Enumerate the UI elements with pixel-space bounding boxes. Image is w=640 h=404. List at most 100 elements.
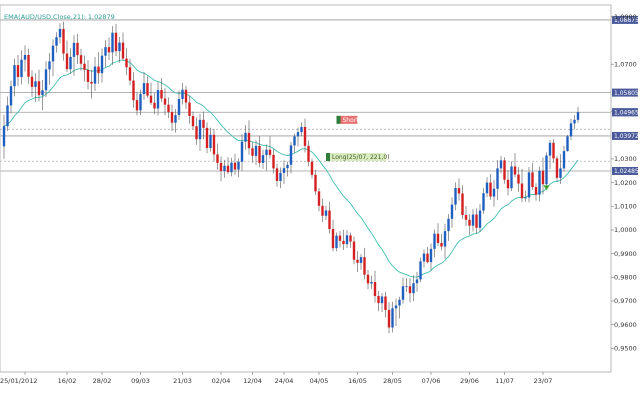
candle-body [282,168,286,173]
candle-body [496,168,499,189]
candle-body [321,205,324,216]
candle-body [352,241,356,260]
candle-body [104,47,107,56]
candle-body [121,42,125,59]
candle-body [275,168,279,181]
candle-body [167,104,170,113]
candle-body [475,214,478,228]
annotations-layer: Short Long(25/07, 221,0) [326,115,550,191]
candle-body [478,210,482,228]
candle-body [314,174,317,192]
candle-body [100,55,104,74]
candle-body [405,286,408,288]
candle-body [461,193,464,216]
x-tick-label: 12/04 [243,377,262,385]
candle-body [142,83,146,95]
candle-body [58,28,62,38]
candle-body [79,55,83,64]
candle-body [114,32,118,52]
candle-body [237,161,240,170]
y-tick-label: 1,0300 [614,155,637,163]
candles-layer [2,21,580,334]
candle-body [125,58,128,68]
candle-body [573,119,576,124]
candle-body [527,172,531,198]
candle-body [370,282,373,284]
y-axis: 1,09001,07001,05001,03001,02001,01001,00… [611,13,639,353]
y-tick-label: 0,9500 [614,345,637,353]
y-tick-label: 1,0900 [614,13,637,21]
candle-body [440,242,443,247]
candle-body [464,215,468,220]
candle-body [559,168,562,178]
candle-body [72,42,76,57]
x-tick-label: 09/03 [131,377,150,385]
candle-body [286,164,289,169]
candle-body [258,145,261,163]
candle-body [93,66,97,84]
candle-body [139,94,142,111]
candle-body [233,162,237,170]
candle-body [552,142,555,159]
candle-body [202,119,205,128]
candle-body [373,282,377,296]
x-tick-label: 16/05 [348,377,367,385]
candle-body [576,112,580,120]
candle-body [6,105,9,127]
candle-body [48,61,51,70]
candle-body [419,261,422,280]
candle-body [44,69,48,91]
candle-body [380,296,384,304]
candle-body [219,162,223,171]
y-tick-label: 0,9600 [614,321,637,329]
candle-body [450,204,454,219]
candle-body [345,235,349,245]
candle-body [457,188,461,194]
candle-body [366,274,370,284]
candle-body [268,149,272,155]
x-tick-label: 25/01/2012 [0,377,37,385]
candle-body [377,295,380,304]
y-tick-label: 0,9800 [614,273,637,281]
candle-body [555,158,559,178]
candle-body [401,286,405,300]
candle-body [181,89,184,99]
candle-body [454,188,457,205]
level-tag [612,88,638,97]
candle-body [310,161,314,175]
candle-body [177,98,181,116]
candle-body [538,170,541,195]
candle-body [128,67,132,81]
candle-body [90,81,93,84]
candle-body [188,102,191,117]
candle-body [331,228,335,249]
candle-body [513,166,517,175]
candle-body [16,65,20,77]
candle-body [230,162,233,173]
y-tick-label: 1,0700 [614,60,637,68]
x-tick-label: 28/05 [383,377,402,385]
ema-label: EMA(AUD/USD,Close,21): 1,02879 [4,13,115,21]
candle-body [387,309,391,328]
long-marker [326,153,330,162]
short-tag [340,115,358,124]
candle-body [426,253,429,263]
candle-body [324,210,328,216]
last-price-tag [612,108,638,117]
candle-body [209,134,212,149]
x-tick-label: 23/07 [534,377,553,385]
candle-body [422,253,426,262]
candle-body [2,126,6,147]
candle-body [541,170,545,185]
candle-body [520,183,524,199]
last-price-label: 1,04965 [614,109,639,116]
candle-body [163,98,167,105]
candle-body [261,155,265,163]
levels-layer: 1,08875 1,05805 1,04965 1,03972 1,02485 [0,15,639,175]
candle-body [531,172,534,188]
candle-body [510,166,513,189]
candle-body [107,47,111,53]
candle-body [223,165,226,171]
candle-body [205,127,209,149]
candle-body [51,45,55,62]
